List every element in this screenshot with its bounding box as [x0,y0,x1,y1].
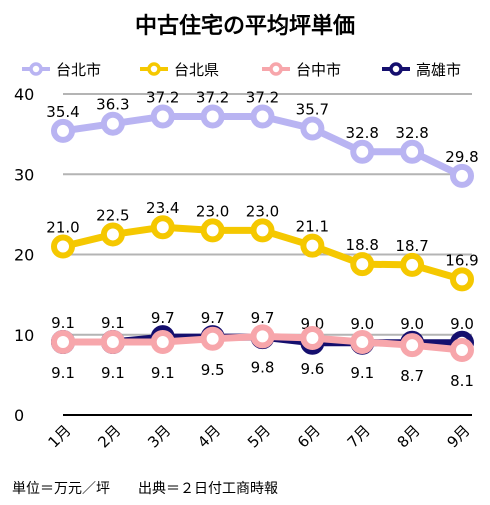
data-point-taichung [300,325,325,350]
data-point-new_taipei [350,252,375,277]
data-point-new_taipei [51,234,75,259]
data-label-kaohsiung: 9.7 [151,309,175,327]
data-label-taipei: 29.8 [445,148,478,166]
x-tick-label: 8月 [394,421,424,451]
data-label-new_taipei: 18.8 [346,236,379,254]
data-point-new_taipei [200,218,225,243]
legend-marker-icon [22,62,50,76]
data-point-taipei [51,118,75,143]
data-point-taichung [100,329,125,354]
legend-marker-icon [382,62,410,76]
source-note: 出典＝２日付工商時報 [138,481,278,497]
data-point-taichung [150,329,175,354]
data-point-taichung [51,329,75,354]
x-tick-label: 2月 [94,421,124,451]
x-tick-label: 6月 [294,421,324,451]
data-label-taichung: 9.5 [201,361,225,379]
data-label-taichung: 8.1 [450,372,474,390]
data-label-kaohsiung: 9.0 [400,315,424,333]
data-point-new_taipei [450,267,474,292]
data-point-taipei [150,104,175,129]
legend-label: 台北県 [174,60,220,79]
y-tick-label: 30 [14,165,34,184]
data-label-taipei: 36.3 [96,96,129,114]
data-label-taichung: 9.1 [101,364,125,382]
data-point-new_taipei [100,222,125,247]
data-label-taichung: 9.1 [151,364,175,382]
data-label-taichung: 9.1 [350,364,374,382]
data-label-taipei: 32.8 [395,124,428,142]
data-point-taipei [450,163,474,188]
data-label-new_taipei: 21.1 [296,218,329,236]
data-label-taichung: 9.8 [251,358,275,376]
data-label-taipei: 32.8 [346,124,379,142]
data-point-taichung [450,337,474,362]
data-label-new_taipei: 18.7 [395,237,428,255]
data-label-kaohsiung: 9.1 [101,314,125,332]
unit-note: 単位＝万元／坪 [12,481,110,497]
x-tick-label: 3月 [144,421,174,451]
x-tick-label: 1月 [44,421,74,451]
data-label-kaohsiung: 9.7 [251,309,275,327]
data-label-new_taipei: 21.0 [46,218,79,236]
x-tick-label: 9月 [443,421,473,451]
data-label-taipei: 35.7 [296,101,329,119]
data-point-new_taipei [300,233,325,258]
data-label-taichung: 9.6 [300,360,324,378]
data-point-taipei [350,139,375,164]
data-point-taipei [250,104,275,129]
legend-label: 台北市 [56,60,102,79]
data-label-taipei: 35.4 [46,103,79,121]
legend-item-taipei: 台北市 [22,58,101,80]
spacer [110,481,138,497]
legend-label: 高雄市 [416,60,462,79]
legend-item-taichung: 台中市 [262,58,341,80]
data-point-taichung [400,333,425,358]
data-label-new_taipei: 23.0 [196,202,229,220]
chart-legend: 台北市 台北県 台中市 高雄市 [22,58,482,80]
chart-footer: 単位＝万元／坪 出典＝２日付工商時報 [12,478,278,498]
legend-item-new_taipei: 台北県 [140,58,219,80]
legend-marker-icon [140,62,168,76]
data-point-new_taipei [150,215,175,240]
data-point-taichung [350,329,375,354]
legend-marker-icon [262,62,290,76]
chart-title: 中古住宅の平均坪単価 [134,14,355,39]
data-label-new_taipei: 23.0 [246,202,279,220]
data-label-taichung: 9.1 [51,364,75,382]
y-tick-label: 0 [14,406,24,425]
x-tick-label: 7月 [344,421,374,451]
data-label-taichung: 8.7 [400,367,424,385]
data-point-taipei [400,139,425,164]
data-label-kaohsiung: 9.7 [201,309,225,327]
x-tick-label: 4月 [194,421,224,451]
data-label-taipei: 37.2 [146,88,179,106]
data-point-taipei [300,116,325,141]
data-label-new_taipei: 23.4 [146,199,179,217]
data-label-kaohsiung: 9.0 [450,315,474,333]
data-label-taipei: 37.2 [246,88,279,106]
y-tick-label: 10 [14,326,34,345]
data-point-taipei [100,111,125,136]
data-label-kaohsiung: 9.0 [350,315,374,333]
data-point-new_taipei [250,218,275,243]
data-point-taichung [200,326,225,351]
data-label-new_taipei: 22.5 [96,206,129,224]
x-tick-label: 5月 [244,421,274,451]
data-label-new_taipei: 16.9 [445,251,478,269]
data-point-new_taipei [400,252,425,277]
y-tick-label: 40 [14,85,34,104]
y-tick-label: 20 [14,246,34,265]
legend-item-kaohsiung: 高雄市 [382,58,461,80]
data-label-taipei: 37.2 [196,88,229,106]
data-label-kaohsiung: 9.1 [51,314,75,332]
data-point-taichung [250,324,275,349]
data-point-taipei [200,104,225,129]
legend-label: 台中市 [296,60,342,79]
